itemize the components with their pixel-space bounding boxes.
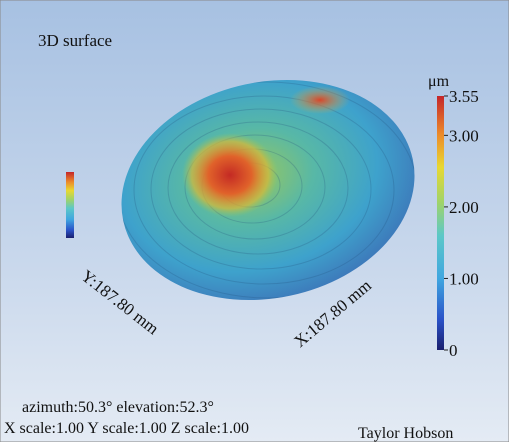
title: 3D surface bbox=[38, 31, 112, 50]
view-info: azimuth:50.3° elevation:52.3° bbox=[22, 399, 214, 416]
colorbar bbox=[437, 96, 444, 350]
colorbar-tick-label: 0 bbox=[449, 341, 458, 360]
colorbar-tick-label: 3.00 bbox=[449, 126, 479, 145]
brand: Taylor Hobson bbox=[358, 425, 453, 442]
colorbar-tick-label: 1.00 bbox=[449, 269, 479, 288]
colorbar-tick-label: 2.00 bbox=[449, 198, 479, 217]
colorbar-tick-label: 3.55 bbox=[449, 87, 479, 106]
screenshot: 3D surface μm Y:187.80 mm X:187.80 mm az… bbox=[0, 0, 509, 442]
scale-info: X scale:1.00 Y scale:1.00 Z scale:1.00 bbox=[4, 420, 249, 437]
mini-colorbar bbox=[66, 172, 74, 238]
colorbar-unit: μm bbox=[428, 73, 450, 90]
